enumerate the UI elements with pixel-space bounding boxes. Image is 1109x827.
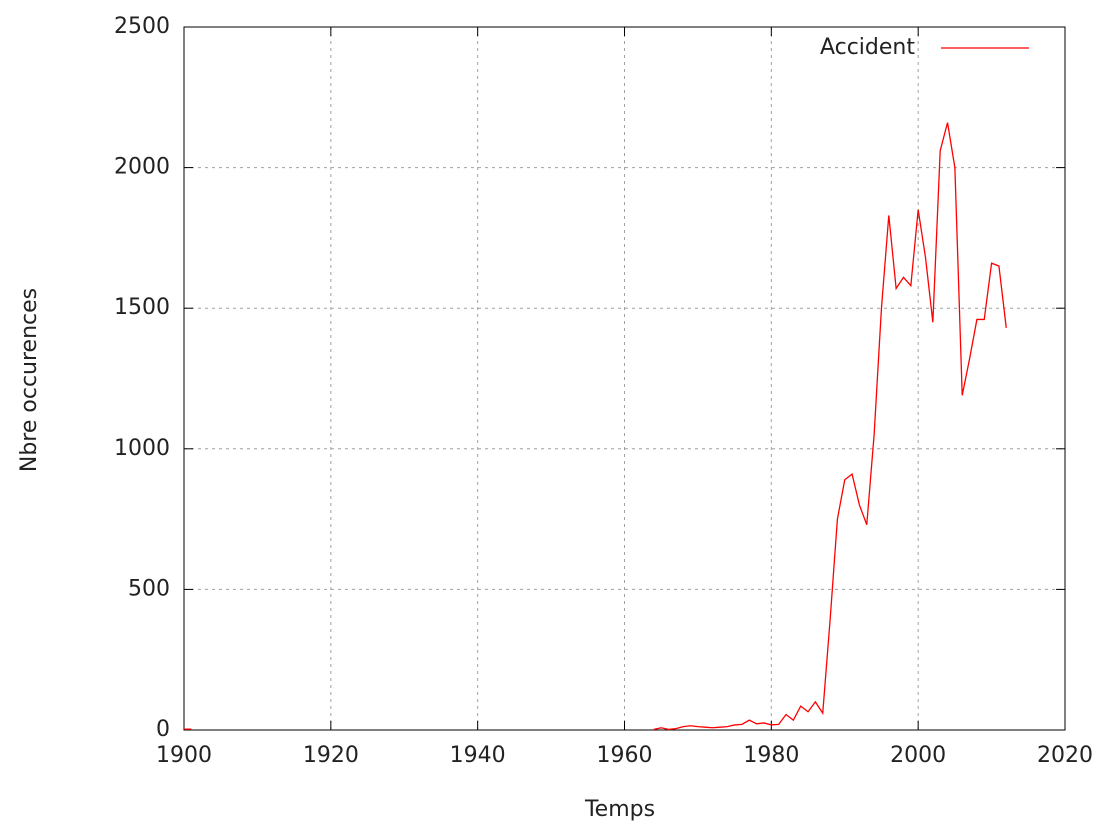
x-tick-label: 1920: [303, 743, 359, 768]
data-line: [184, 122, 1007, 731]
y-tick-label: 500: [128, 576, 170, 601]
x-tick-label: 1980: [743, 743, 799, 768]
x-tick-label: 1940: [450, 743, 506, 768]
x-axis-label: Temps: [584, 797, 655, 822]
x-tick-label: 1960: [597, 743, 653, 768]
y-tick-label: 1000: [114, 436, 170, 461]
x-tick-label: 2020: [1037, 743, 1093, 768]
legend-label: Accident: [820, 35, 915, 60]
y-tick-label: 2000: [114, 155, 170, 180]
x-tick-label: 1900: [156, 743, 212, 768]
y-tick-label: 2500: [114, 14, 170, 39]
x-tick-label: 2000: [890, 743, 946, 768]
y-tick-label: 1500: [114, 295, 170, 320]
y-axis-label: Nbre occurences: [17, 288, 42, 472]
y-tick-label: 0: [156, 717, 170, 742]
